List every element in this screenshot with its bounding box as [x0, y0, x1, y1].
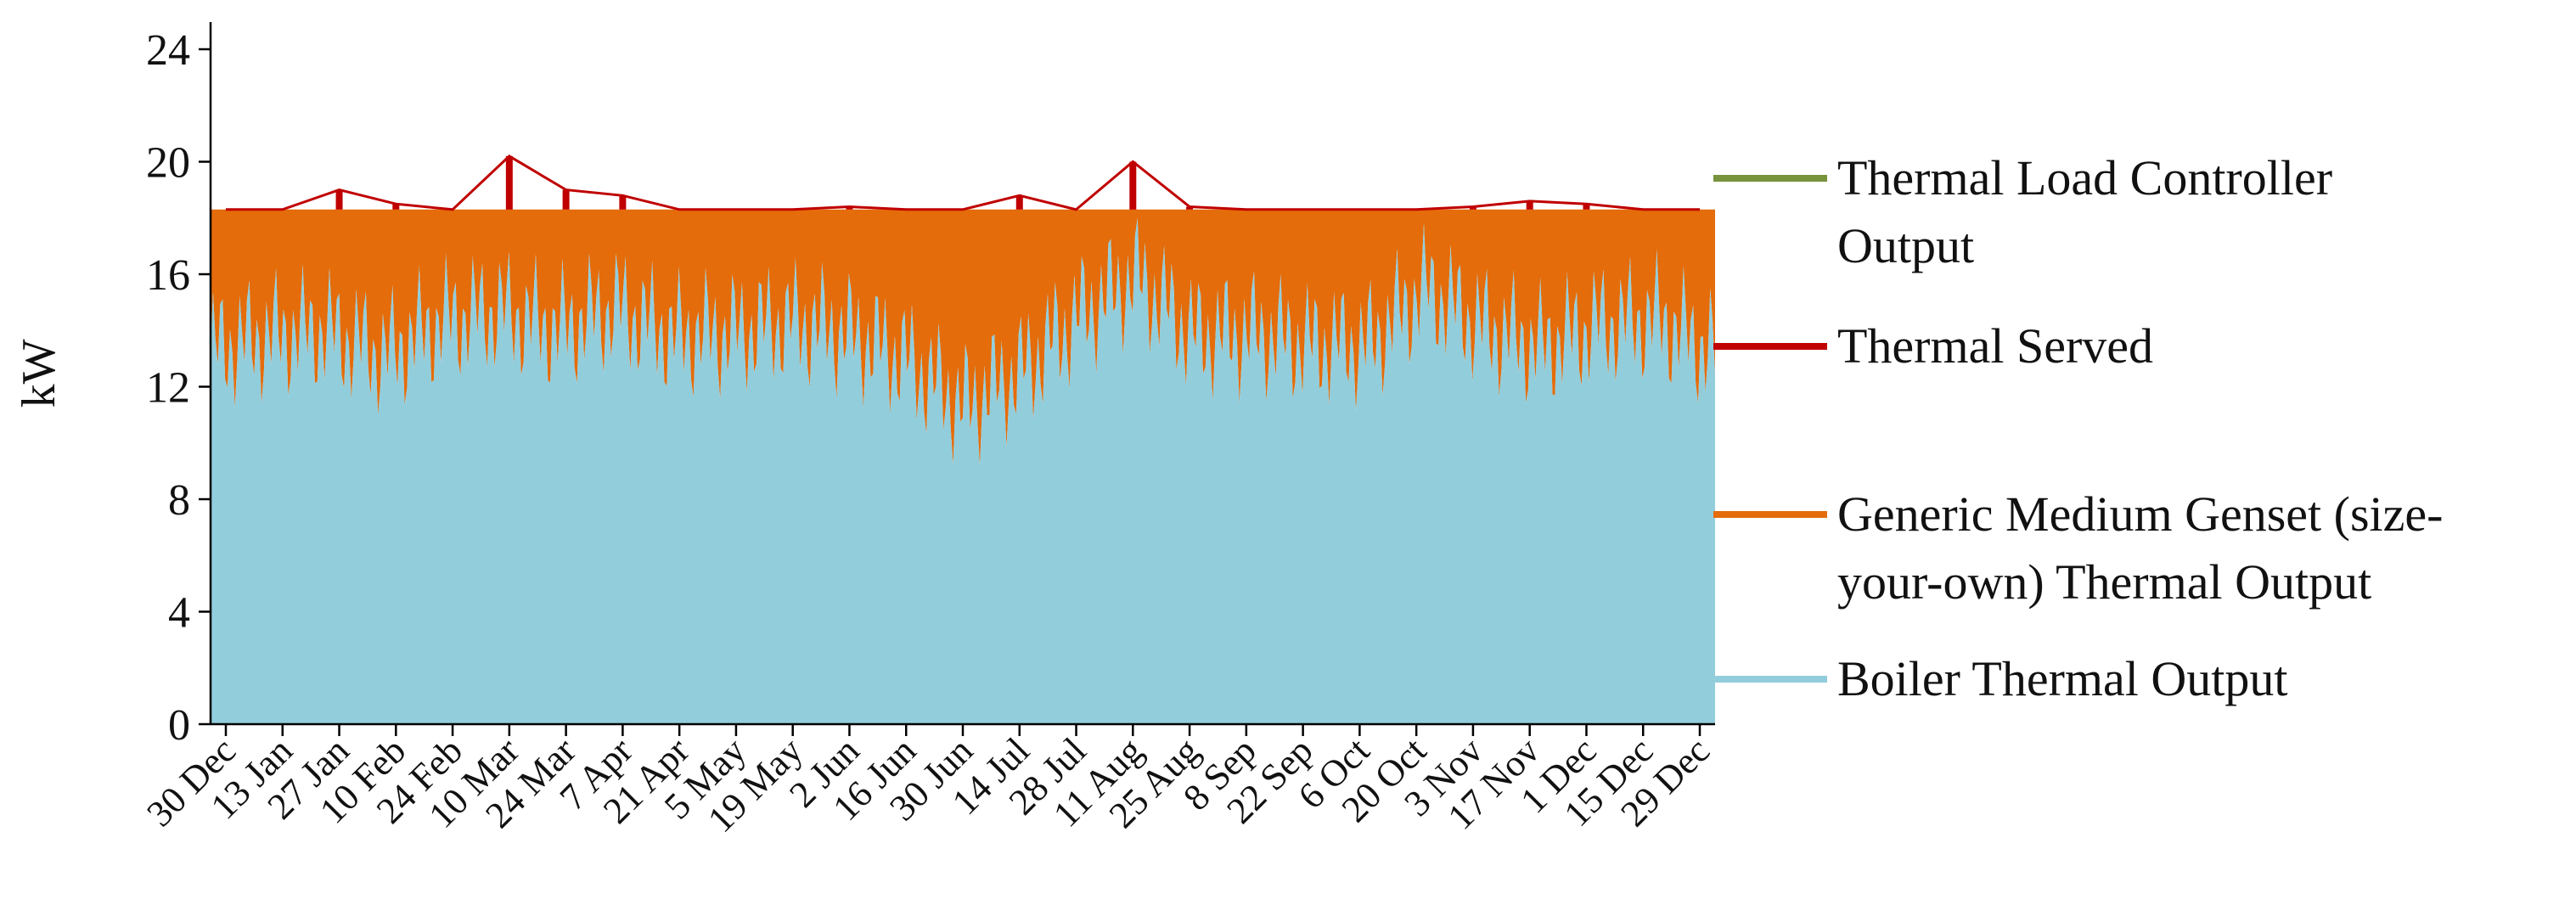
y-tick-label: 20 [146, 139, 190, 188]
legend: Thermal Load Controller Output Thermal Ser… [1713, 150, 2443, 706]
series-line-thermal-served [226, 155, 1700, 211]
legend-label: Generic Medium Genset (size-your-own) Th… [1837, 486, 2443, 610]
y-tick-label: 24 [146, 26, 190, 75]
y-axis-label: kW [13, 339, 65, 408]
y-tick-label: 12 [146, 364, 190, 413]
y-tick-label: 8 [168, 476, 190, 525]
series-area-genset [211, 209, 1715, 467]
legend-label: Boiler Thermal Output [1837, 651, 2288, 706]
y-tick-label: 0 [168, 701, 190, 750]
y-tick-label: 16 [146, 251, 190, 300]
legend-label: Thermal Load Controller Output [1837, 150, 2332, 273]
legend-label: Thermal Served [1837, 318, 2153, 374]
plot-area [211, 155, 1715, 725]
y-tick-label: 4 [168, 589, 190, 638]
series-area-boiler [211, 217, 1715, 724]
